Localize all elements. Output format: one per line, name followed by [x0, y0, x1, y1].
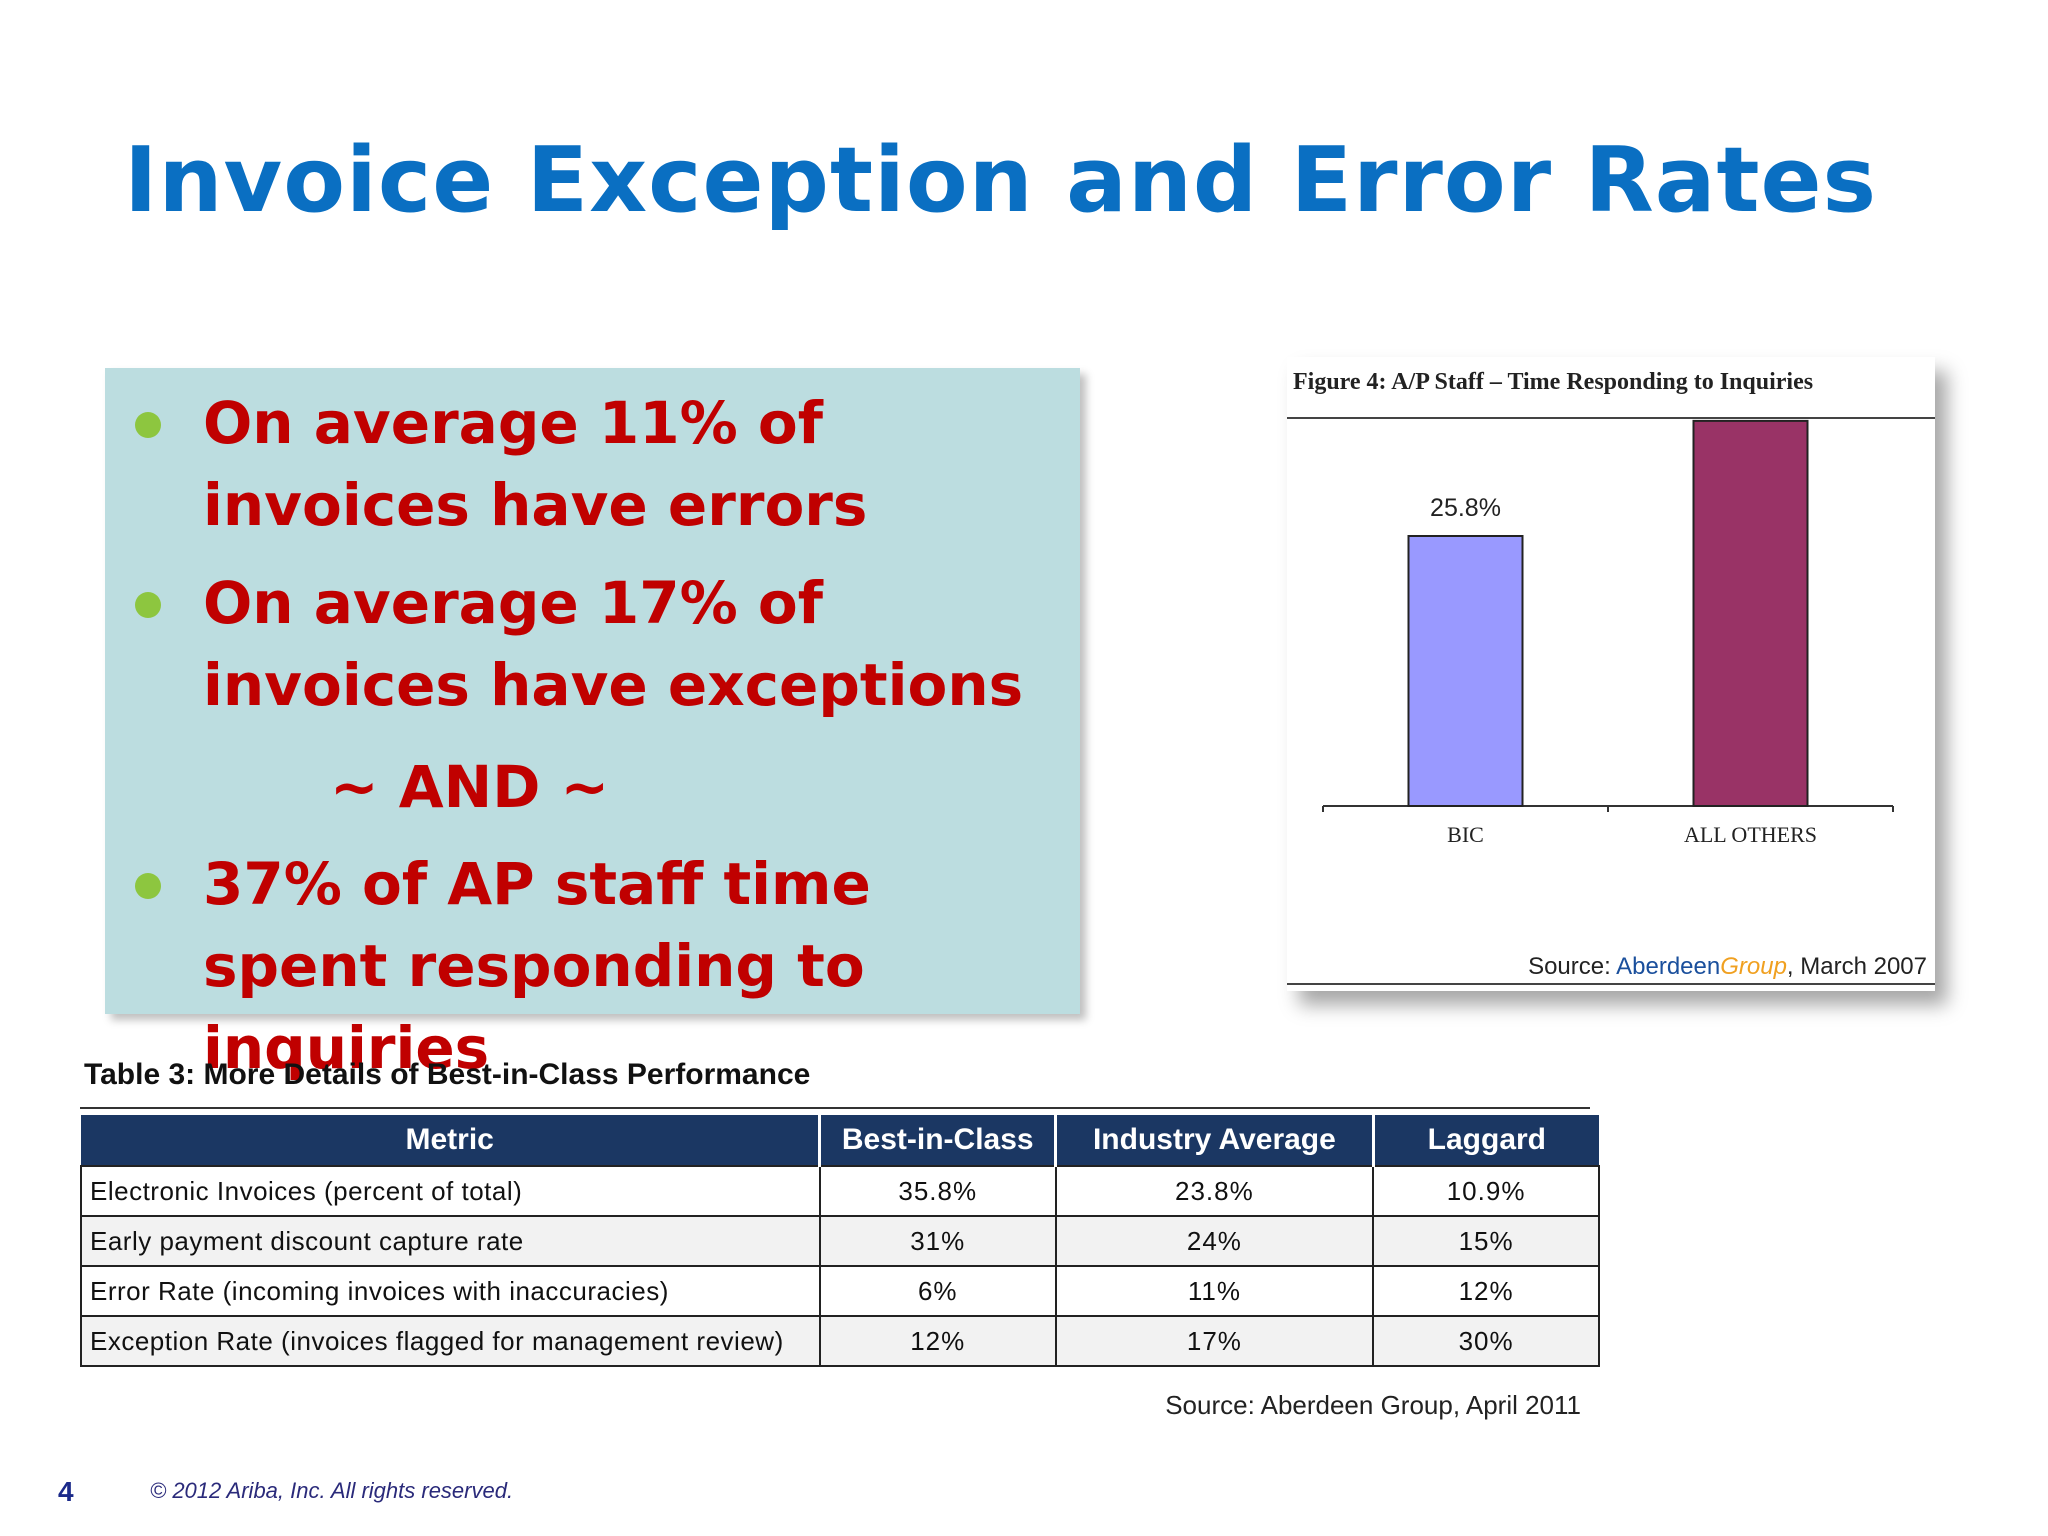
figure-top-rule	[1287, 417, 1935, 419]
figure-source-brand: Aberdeen	[1616, 953, 1721, 980]
bar-all-others	[1692, 419, 1809, 807]
figure-bottom-rule	[1287, 983, 1935, 985]
laggard-cell: 10.9%	[1372, 1165, 1600, 1217]
figure-source-date: , March 2007	[1786, 953, 1927, 980]
metric-cell: Error Rate (incoming invoices with inacc…	[80, 1265, 821, 1317]
best-in-class-cell: 6%	[818, 1265, 1057, 1317]
bar-bic	[1407, 535, 1524, 807]
table-row: Early payment discount capture rate 31% …	[80, 1215, 1600, 1267]
table-row: Exception Rate (invoices flagged for man…	[80, 1315, 1600, 1367]
table-row: Error Rate (incoming invoices with inacc…	[80, 1265, 1600, 1317]
industry-average-cell: 17%	[1054, 1315, 1375, 1367]
best-in-class-cell: 12%	[818, 1315, 1057, 1367]
best-in-class-cell: 31%	[818, 1215, 1057, 1267]
laggard-cell: 12%	[1372, 1265, 1600, 1317]
figure-source: Source: AberdeenGroup, March 2007	[1528, 953, 1927, 981]
bar-chart: 25.8%BIC36.8%ALL OTHERS	[1322, 419, 1894, 847]
metric-cell: Exception Rate (invoices flagged for man…	[80, 1315, 821, 1367]
bullet-item: 37% of AP staff time spent responding to…	[105, 843, 1080, 1082]
category-label: ALL OTHERS	[1684, 822, 1817, 847]
bullet-item: On average 17% of invoices have exceptio…	[105, 562, 1080, 726]
performance-table: Metric Best-in-Class Industry Average La…	[80, 1115, 1600, 1367]
figure-caption: Figure 4: A/P Staff – Time Responding to…	[1293, 369, 1814, 395]
copyright-notice: © 2012 Ariba, Inc. All rights reserved.	[150, 1478, 514, 1503]
and-separator: ~ AND ~	[330, 753, 610, 821]
table-source: Source: Aberdeen Group, April 2011	[1165, 1390, 1581, 1420]
key-stats-box: On average 11% of invoices have errors O…	[105, 368, 1080, 1082]
column-header-metric: Metric	[81, 1115, 822, 1166]
laggard-cell: 30%	[1372, 1315, 1600, 1367]
bullet-item: On average 11% of invoices have errors	[105, 382, 1080, 546]
column-header-laggard: Laggard	[1373, 1115, 1599, 1166]
best-in-class-cell: 35.8%	[818, 1165, 1057, 1217]
page-number: 4	[58, 1476, 74, 1507]
bullet-text: On average 11% of invoices have errors	[203, 389, 868, 539]
bullet-dot-icon	[135, 412, 161, 438]
slide-title: Invoice Exception and Error Rates	[124, 128, 1878, 233]
bullet-text: On average 17% of invoices have exceptio…	[203, 569, 1024, 719]
column-header-best-in-class: Best-in-Class	[819, 1115, 1058, 1166]
column-header-industry-average: Industry Average	[1055, 1115, 1375, 1166]
figure-source-prefix: Source:	[1528, 953, 1617, 980]
bullet-text: 37% of AP staff time spent responding to…	[203, 850, 871, 1082]
data-label: 25.8%	[1430, 494, 1501, 522]
metric-cell: Early payment discount capture rate	[80, 1215, 821, 1267]
bullet-dot-icon	[135, 873, 161, 899]
figure-source-brand-group: Group	[1720, 953, 1787, 980]
category-label: BIC	[1447, 822, 1484, 847]
industry-average-cell: 24%	[1054, 1215, 1375, 1267]
laggard-cell: 15%	[1372, 1215, 1600, 1267]
industry-average-cell: 11%	[1054, 1265, 1375, 1317]
metric-cell: Electronic Invoices (percent of total)	[80, 1165, 821, 1217]
table-title: Table 3: More Details of Best-in-Class P…	[84, 1058, 811, 1091]
table-title-rule	[80, 1107, 1590, 1109]
table-row: Electronic Invoices (percent of total) 3…	[80, 1165, 1600, 1217]
bullet-dot-icon	[135, 592, 161, 618]
figure-panel: Figure 4: A/P Staff – Time Responding to…	[1287, 357, 1935, 991]
table-header-row: Metric Best-in-Class Industry Average La…	[81, 1115, 1599, 1166]
industry-average-cell: 23.8%	[1054, 1165, 1375, 1217]
